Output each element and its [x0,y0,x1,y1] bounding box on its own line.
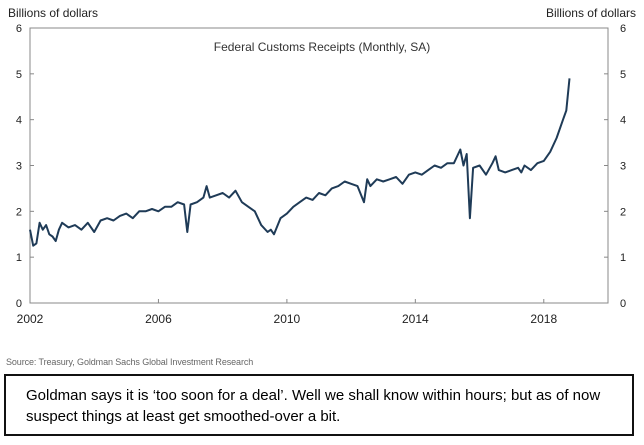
caption-text: Goldman says it is ‘too soon for a deal’… [26,387,601,425]
chart-title: Federal Customs Receipts (Monthly, SA) [213,40,431,54]
y-axis-label-right: Billions of dollars [545,6,636,20]
y-tick-label-right: 0 [620,298,626,310]
y-tick-label-left: 6 [16,23,22,35]
y-tick-label-left: 0 [16,298,22,310]
caption-box: Goldman says it is ‘too soon for a deal’… [4,374,634,436]
x-tick-label: 2002 [17,312,44,326]
y-tick-label-left: 2 [16,206,22,218]
y-tick-label-left: 5 [16,69,22,81]
y-axis-label-left: Billions of dollars [8,6,99,20]
y-tick-label-right: 5 [620,69,626,81]
series-line [29,78,571,247]
y-tick-label-left: 1 [16,252,22,264]
y-tick-label-right: 1 [620,252,626,264]
plot-frame [29,27,609,304]
y-tick-label-left: 4 [16,115,22,127]
x-tick-label: 2006 [145,312,172,326]
customs-receipts-chart: 0 0 1 1 2 2 3 3 4 4 5 5 6 6 2002 2006 2010 2014 2018 [16,23,626,326]
x-tick-label: 2018 [530,312,557,326]
x-tick-label: 2014 [402,312,429,326]
y-tick-label-right: 3 [620,161,626,173]
x-tick-label: 2010 [274,312,301,326]
y-tick-label-left: 3 [16,161,22,173]
source-note: Source: Treasury, Goldman Sachs Global I… [6,357,254,367]
chart-container: 0 0 1 1 2 2 3 3 4 4 5 5 6 6 2002 2006 2010 2014 2018 Billi… [8,6,636,326]
y-tick-label-right: 4 [620,115,626,127]
y-tick-label-right: 2 [620,206,626,218]
y-tick-label-right: 6 [620,23,626,35]
